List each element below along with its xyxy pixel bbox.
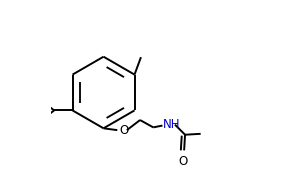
Text: O: O — [119, 124, 128, 137]
Text: NH: NH — [162, 118, 180, 131]
Text: O: O — [178, 155, 187, 168]
